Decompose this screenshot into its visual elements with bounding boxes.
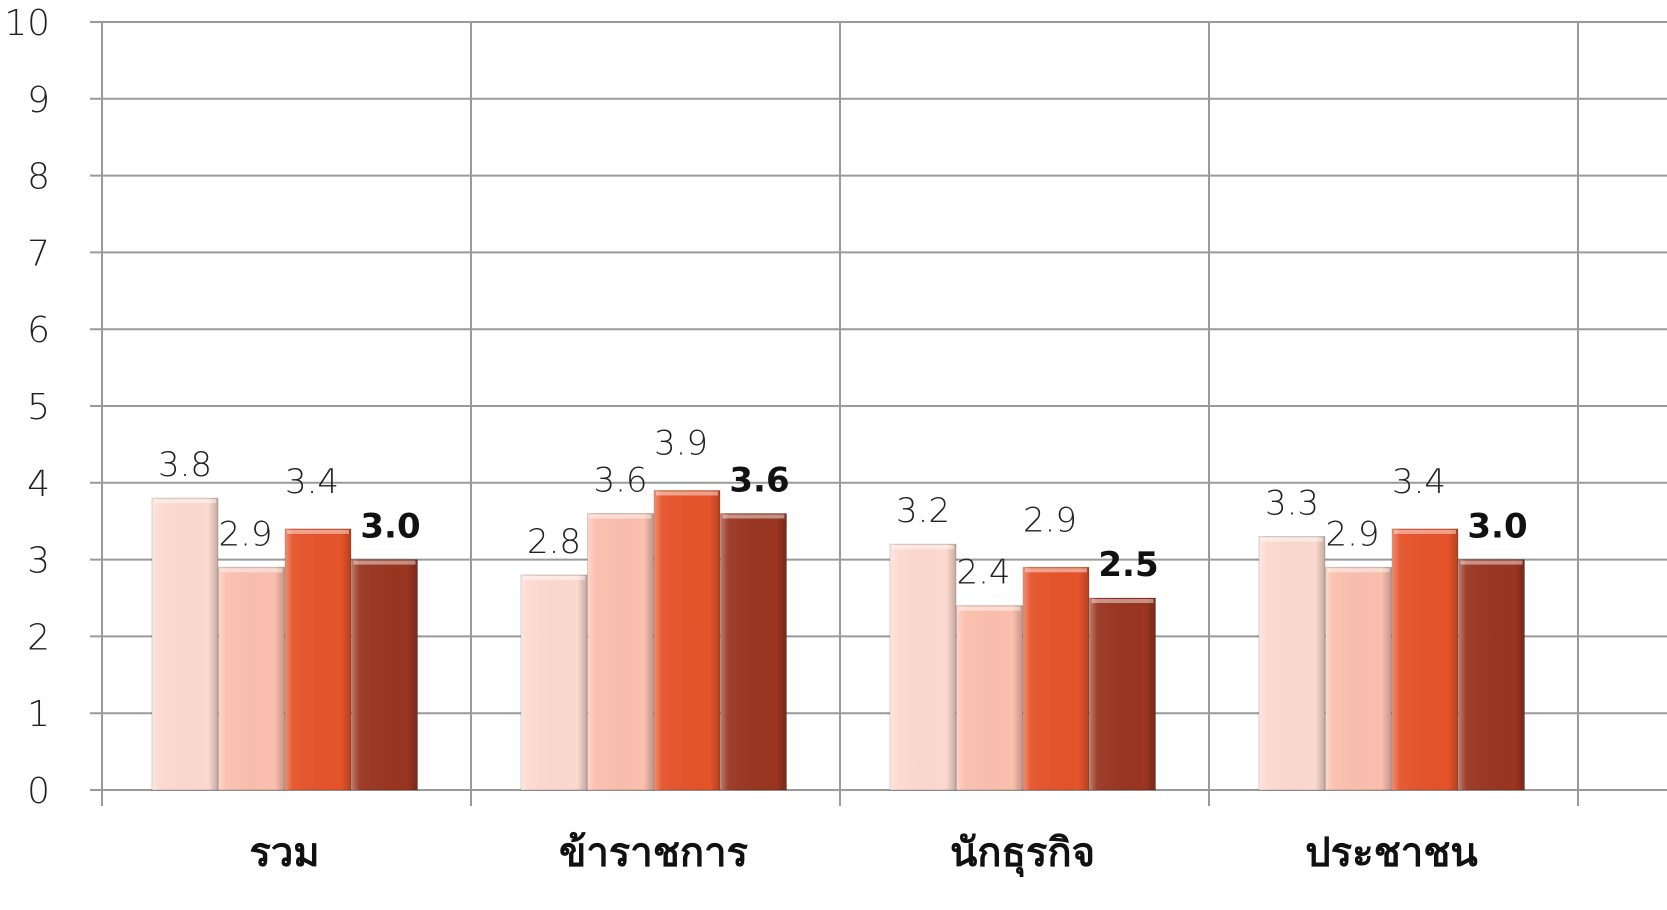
bar-shading (587, 513, 654, 790)
data-label: 3.6 (729, 461, 789, 501)
bar-shading (152, 498, 218, 790)
y-tick-label: 0 (27, 771, 50, 812)
data-label: 3.4 (1392, 462, 1446, 502)
bar-shading (1458, 559, 1525, 790)
bar-highlight (220, 568, 283, 573)
bar-highlight (287, 529, 349, 534)
bar-shading (956, 605, 1023, 790)
bar-highlight (1394, 529, 1456, 534)
bar-highlight (1091, 599, 1154, 603)
data-label: 2.9 (1325, 514, 1379, 554)
y-tick-label: 7 (27, 233, 50, 274)
y-tick-label: 1 (27, 694, 50, 735)
x-category-label: นักธุรกิจ (950, 830, 1095, 878)
axes: 0 1 2 3 4 5 6 7 8 9 10 รวม ข้าราชการ นักธุรกิจ ประชาชน (4, 3, 1478, 878)
bar-highlight (154, 499, 216, 504)
data-label: 3.8 (158, 445, 212, 485)
bar-highlight (958, 606, 1021, 611)
x-category-label: ข้าราชการ (559, 830, 749, 876)
y-tick-label: 2 (27, 617, 50, 658)
y-tick-label: 6 (27, 310, 50, 351)
bar-shading (1023, 567, 1089, 790)
bar-highlight (1327, 568, 1390, 573)
data-label: 3.9 (654, 423, 708, 463)
bar-shading (351, 559, 418, 790)
x-category-label: ประชาชน (1305, 830, 1477, 876)
bars (151, 489, 1525, 791)
data-label: 2.5 (1098, 545, 1158, 585)
bar-shading (720, 513, 787, 790)
bar-highlight (1025, 568, 1087, 573)
data-label: 2.4 (956, 553, 1010, 593)
bar-highlight (523, 575, 585, 580)
bar-highlight (589, 514, 652, 519)
y-tick-label: 9 (27, 80, 50, 121)
bar-highlight (656, 491, 718, 496)
y-tick-label: 10 (4, 3, 50, 44)
data-label: 3.0 (360, 507, 420, 547)
bar-shading (218, 567, 285, 790)
bar-shading (654, 490, 720, 790)
bar-highlight (722, 514, 785, 519)
data-label: 2.9 (1023, 500, 1077, 540)
data-label: 3.3 (1265, 484, 1319, 524)
bar-highlight (353, 560, 416, 565)
bar-shading (1325, 567, 1392, 790)
bar-shading (890, 544, 956, 790)
bar-shading (1089, 598, 1156, 790)
data-label: 3.2 (896, 491, 950, 531)
y-tick-label: 4 (27, 464, 50, 505)
data-label: 3.6 (593, 461, 647, 501)
data-labels: 3.82.93.43.0 2.83.63.93.63.22.42.92.53.32… (158, 423, 1528, 592)
data-label: 3.4 (285, 462, 339, 502)
x-category-label: รวม (249, 830, 319, 876)
bar-shading (1392, 528, 1458, 790)
bar-shading (1259, 536, 1325, 790)
y-tick-label: 5 (27, 387, 50, 428)
data-label: 3.0 (1467, 507, 1527, 547)
y-tick-label: 3 (27, 541, 50, 582)
bar-highlight (1460, 560, 1523, 565)
bar-shading (285, 528, 351, 790)
bar-highlight (892, 545, 954, 550)
bar-shading (521, 574, 587, 790)
data-label: 2.9 (218, 514, 272, 554)
data-label: 2.8 (527, 522, 581, 562)
y-tick-label: 8 (27, 157, 50, 198)
bar-highlight (1261, 537, 1323, 542)
